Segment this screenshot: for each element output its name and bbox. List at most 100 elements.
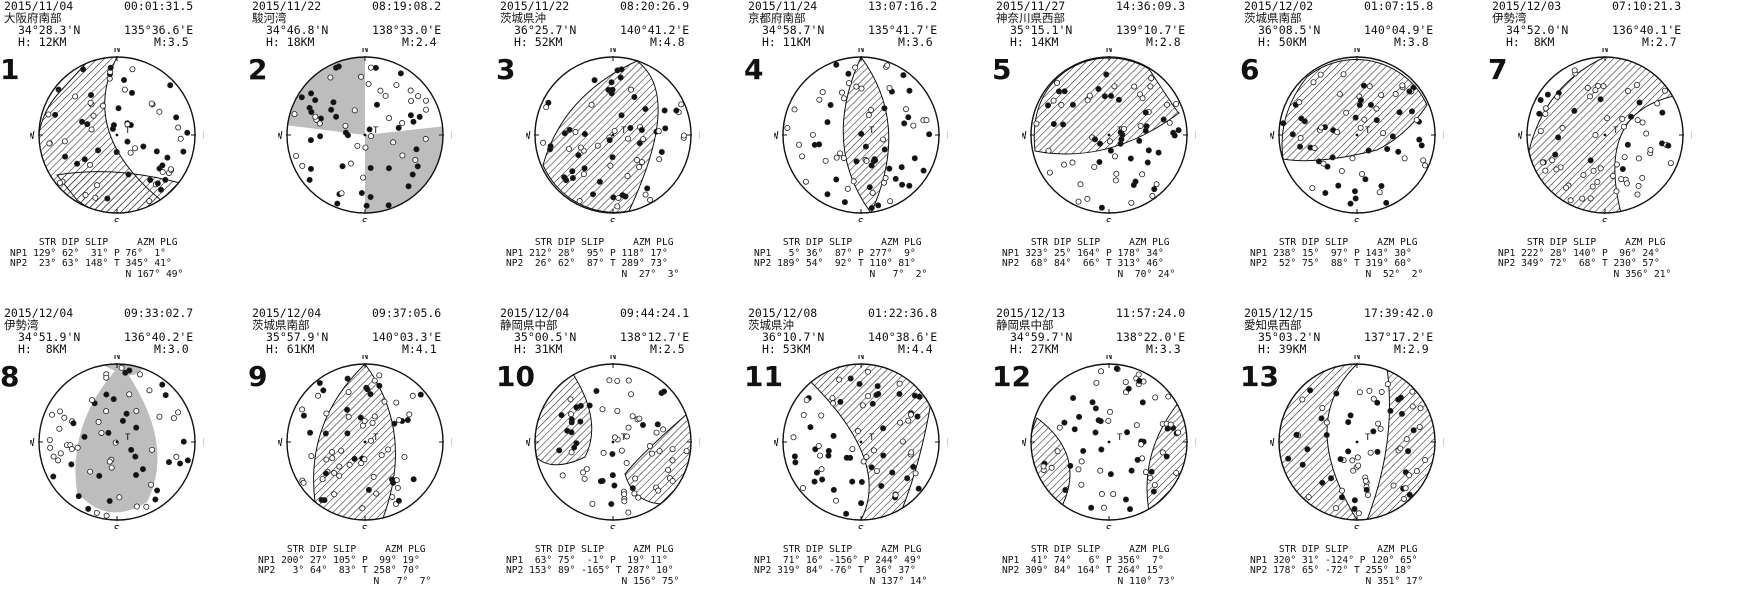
dilatation-polarity (1106, 138, 1113, 145)
compression-polarity (807, 424, 814, 431)
dilatation-polarity (1086, 92, 1093, 99)
mechanism-number: 4 (744, 53, 764, 86)
dilatation-polarity (90, 112, 97, 119)
dilatation-polarity (633, 157, 640, 164)
dilatation-polarity (886, 84, 893, 91)
event-region: 伊勢湾 (1492, 11, 1527, 25)
dilatation-polarity (362, 144, 369, 151)
dilatation-polarity (1392, 91, 1399, 98)
event-time: 00:01:31.5 (124, 0, 194, 13)
compression-polarity (123, 410, 130, 417)
dilatation-polarity (656, 156, 663, 163)
event-depth: H: 53KM (762, 342, 811, 356)
compression-polarity (1396, 109, 1403, 116)
dilatation-polarity (884, 62, 891, 69)
compression-polarity (1097, 140, 1104, 147)
event-region: 神奈川県西部 (996, 11, 1065, 25)
np1-row: NP1 5° 36° 87° P 277° 9° (754, 247, 916, 259)
compression-polarity (843, 510, 850, 517)
compression-polarity (827, 101, 834, 108)
dilatation-polarity (1142, 469, 1149, 476)
compression-polarity (830, 486, 837, 493)
event-lat: 34°28.3'N (18, 23, 81, 37)
event-depth: H: 50KM (1258, 35, 1307, 49)
dilatation-polarity (87, 468, 94, 475)
event-lat: 34°59.7'N (1010, 330, 1073, 344)
dilatation-polarity (1098, 491, 1105, 498)
dilatation-polarity (170, 415, 177, 422)
compression-polarity (868, 204, 875, 211)
compression-polarity (609, 450, 616, 457)
dilatation-polarity (342, 122, 349, 129)
compression-polarity (1416, 136, 1423, 143)
dilatation-polarity (1361, 116, 1368, 123)
dilatation-polarity (833, 497, 840, 504)
compression-polarity (1097, 418, 1104, 425)
compression-polarity (590, 191, 597, 198)
dilatation-polarity (399, 152, 406, 159)
compression-polarity (1139, 399, 1146, 406)
compression-polarity (132, 453, 139, 460)
dilatation-polarity (1639, 174, 1646, 181)
compression-polarity (629, 485, 636, 492)
dilatation-polarity (860, 458, 867, 465)
compression-polarity (1148, 468, 1155, 475)
dilatation-polarity (136, 371, 143, 378)
hatched-region (1281, 59, 1428, 162)
compression-polarity (1108, 92, 1115, 99)
event-mag: M:2.8 (1146, 35, 1181, 49)
dilatation-polarity (1571, 67, 1578, 74)
dilatation-polarity (1406, 472, 1413, 479)
dilatation-polarity (1354, 454, 1361, 461)
n-row: N 27° 3° (506, 268, 680, 280)
direction-label-n: N (362, 48, 369, 55)
dilatation-polarity (854, 428, 861, 435)
dilatation-polarity (1050, 97, 1057, 104)
compression-polarity (1304, 446, 1311, 453)
compression-polarity (140, 143, 147, 150)
np1-row: NP1 222° 28° 140° P 96° 24° (1498, 247, 1660, 259)
mechanism-panel-7: 2015/12/03 07:10:21.3 伊勢湾 34°52.0'N 136°40.1… (1488, 0, 1728, 307)
np1-row: NP1 238° 15° 97° P 143° 30° (1250, 247, 1412, 259)
compression-polarity (843, 454, 850, 461)
compression-polarity (70, 420, 77, 427)
compression-polarity (404, 416, 411, 423)
compression-polarity (906, 87, 913, 94)
dilatation-polarity (1045, 147, 1052, 154)
dilatation-polarity (127, 149, 134, 156)
dilatation-polarity (1113, 170, 1120, 177)
event-lon: 139°10.7'E (1116, 23, 1186, 37)
mechanism-number: 13 (1240, 360, 1279, 393)
dilatation-polarity (408, 97, 415, 104)
t-axis-marker: T (621, 433, 627, 443)
compression-polarity (825, 452, 832, 459)
compression-polarity (866, 184, 873, 191)
compression-polarity (1061, 88, 1068, 95)
event-mag: M:3.0 (154, 342, 189, 356)
compression-polarity (886, 165, 893, 172)
compression-polarity (622, 193, 629, 200)
dilatation-polarity (89, 397, 96, 404)
event-region: 茨城県南部 (252, 318, 310, 332)
direction-label-w: W (1270, 129, 1275, 142)
dilatation-polarity (791, 106, 798, 113)
compression-polarity (880, 452, 887, 459)
compression-polarity (911, 155, 918, 162)
compression-polarity (414, 163, 421, 170)
event-date: 2015/11/27 (996, 0, 1066, 13)
mechanism-number: 10 (496, 360, 535, 393)
direction-label-s: S (114, 216, 121, 222)
compression-polarity (1299, 461, 1306, 468)
dilatation-polarity (1366, 83, 1373, 90)
dilatation-polarity (665, 466, 672, 473)
dilatation-polarity (1409, 403, 1416, 410)
compression-polarity (1659, 109, 1666, 116)
dilatation-polarity (329, 449, 336, 456)
dilatation-polarity (892, 492, 899, 499)
compression-polarity (158, 186, 165, 193)
dilatation-polarity (1340, 71, 1347, 78)
event-time: 09:33:02.7 (124, 306, 194, 320)
compression-polarity (405, 183, 412, 190)
dilatation-polarity (133, 407, 140, 414)
compression-polarity (847, 375, 854, 382)
